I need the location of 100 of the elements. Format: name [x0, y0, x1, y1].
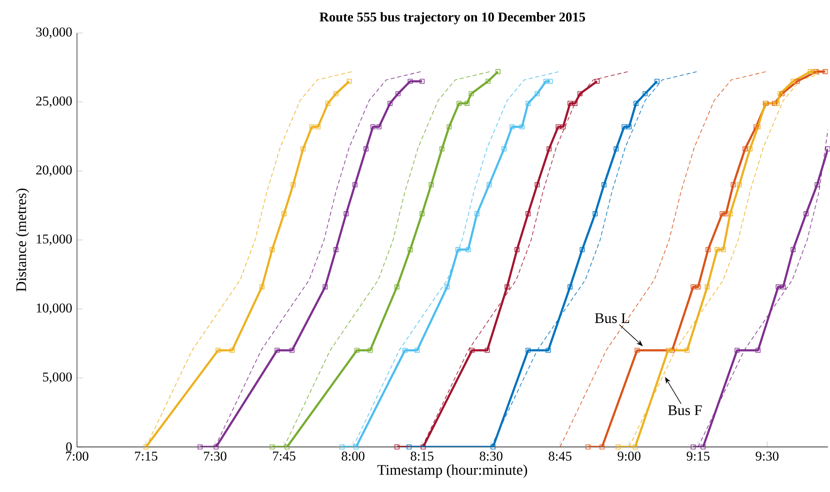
point — [455, 247, 460, 252]
point — [634, 348, 640, 353]
point — [484, 348, 490, 353]
point — [825, 146, 830, 152]
line-series — [560, 71, 766, 447]
point — [394, 284, 400, 290]
point — [728, 211, 733, 216]
point — [444, 284, 450, 290]
point — [274, 348, 280, 353]
point — [720, 247, 726, 252]
y-tick-label: 15,000 — [36, 234, 72, 246]
point — [394, 444, 400, 450]
point — [690, 444, 696, 450]
point — [259, 284, 264, 290]
x-tick-label: 9:30 — [756, 452, 778, 461]
point — [814, 182, 820, 188]
point — [600, 444, 605, 450]
point — [742, 146, 748, 152]
point — [790, 78, 796, 84]
point — [526, 100, 531, 106]
point — [466, 247, 471, 252]
point — [690, 284, 696, 290]
point — [340, 444, 344, 450]
point — [730, 182, 736, 188]
point — [544, 78, 548, 84]
point — [616, 444, 621, 450]
point — [706, 247, 711, 252]
point — [198, 444, 203, 450]
point — [333, 91, 338, 96]
point — [622, 124, 627, 130]
point — [474, 211, 480, 216]
point — [736, 182, 742, 188]
point — [333, 247, 338, 252]
point — [408, 247, 413, 252]
point — [376, 124, 382, 130]
point — [654, 78, 660, 84]
chart-title: Route 555 bus trajectory on 10 December 2015 — [320, 12, 586, 24]
y-tick-label: 5,000 — [43, 372, 72, 384]
y-tick-label: 20,000 — [36, 166, 72, 176]
point — [614, 146, 619, 152]
point — [586, 444, 590, 450]
x-tick-label: 8:45 — [548, 452, 572, 461]
point — [748, 146, 752, 152]
y-tick-label: 30,000 — [36, 28, 72, 38]
x-tick-label: 7:30 — [204, 452, 226, 461]
point — [309, 124, 314, 130]
point — [502, 146, 507, 152]
point — [456, 100, 462, 106]
y-axis-title: Distance (metres) — [16, 188, 30, 292]
point — [774, 100, 780, 106]
point — [556, 124, 561, 130]
point — [402, 348, 408, 353]
point — [364, 146, 368, 152]
point — [406, 444, 412, 450]
annotation: Bus F — [668, 405, 702, 416]
point — [468, 91, 474, 96]
point — [634, 100, 638, 106]
point — [420, 444, 426, 450]
point — [756, 348, 761, 353]
point — [772, 100, 778, 106]
point — [632, 444, 638, 450]
point — [408, 78, 413, 84]
y-tick-label: 25,000 — [36, 96, 72, 108]
point — [368, 348, 373, 353]
point — [626, 124, 632, 130]
point — [464, 100, 470, 106]
point — [568, 100, 573, 106]
point — [572, 100, 578, 106]
point — [568, 284, 573, 290]
point — [776, 284, 781, 290]
point — [352, 182, 358, 188]
point — [325, 100, 330, 106]
point — [344, 211, 349, 216]
point — [486, 78, 491, 84]
point — [790, 247, 796, 252]
point — [270, 247, 275, 252]
point — [396, 91, 401, 96]
point — [322, 284, 328, 290]
annotation: Bus L — [594, 313, 630, 324]
point — [578, 91, 582, 96]
point — [602, 182, 606, 188]
point — [526, 348, 531, 353]
point — [300, 146, 306, 152]
x-tick-label: 7:45 — [273, 452, 296, 461]
point — [780, 284, 786, 290]
point — [144, 444, 148, 450]
point — [420, 211, 425, 216]
point — [700, 444, 706, 450]
point — [514, 247, 520, 252]
point — [496, 69, 500, 74]
point — [666, 348, 671, 353]
point — [414, 348, 420, 353]
y-tick-label: 0 — [66, 442, 72, 452]
point — [526, 211, 531, 216]
point — [486, 182, 492, 188]
point — [446, 124, 452, 130]
point — [724, 211, 728, 216]
point — [290, 182, 296, 188]
point — [696, 284, 701, 290]
point — [346, 78, 352, 84]
